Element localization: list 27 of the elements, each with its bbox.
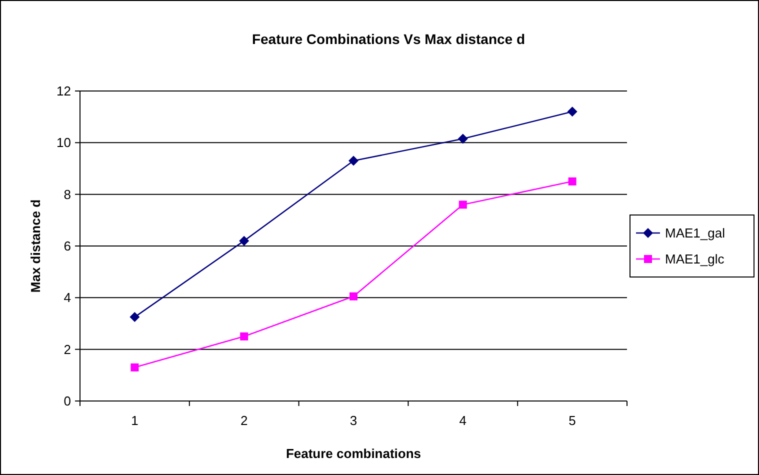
- point: [130, 312, 140, 322]
- x-tick-label: 1: [131, 413, 138, 428]
- point: [130, 363, 139, 372]
- y-tick-label: 10: [56, 135, 71, 150]
- y-tick-label: 2: [64, 342, 71, 357]
- point: [240, 332, 248, 340]
- x-axis-title: Feature combinations: [286, 446, 422, 461]
- y-tick-label: 0: [64, 394, 71, 409]
- y-tick-label: 4: [64, 290, 71, 306]
- x-tick-label: 5: [568, 413, 576, 428]
- y-tick-label: 6: [64, 238, 71, 254]
- y-tick-label: 12: [56, 84, 71, 99]
- point: [239, 236, 250, 246]
- x-tick-label: 2: [240, 413, 248, 428]
- x-tick-label: 4: [459, 413, 467, 428]
- point: [568, 177, 576, 186]
- point: [458, 134, 468, 144]
- chart-title: Feature Combinations Vs Max distance d: [252, 31, 526, 47]
- point: [567, 106, 578, 117]
- legend-label: MAE1_glc: [665, 252, 725, 267]
- y-tick-label: 8: [64, 186, 71, 202]
- point: [458, 200, 467, 209]
- y-axis-title: Max distance d: [28, 199, 43, 293]
- x-tick-label: 3: [350, 413, 358, 428]
- legend-label: MAE1_gal: [665, 226, 726, 241]
- point: [348, 156, 358, 166]
- point: [350, 292, 358, 300]
